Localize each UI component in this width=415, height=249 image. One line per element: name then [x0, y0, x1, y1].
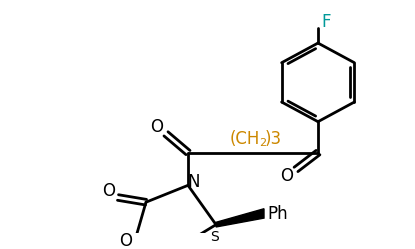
- Text: 2: 2: [259, 138, 266, 148]
- Text: N: N: [188, 173, 200, 190]
- Text: S: S: [210, 230, 218, 244]
- Text: Ph: Ph: [268, 205, 288, 223]
- Text: (CH: (CH: [230, 130, 260, 148]
- Text: O: O: [103, 182, 115, 200]
- Text: O: O: [281, 167, 293, 185]
- Text: )3: )3: [264, 130, 281, 148]
- Text: O: O: [120, 233, 132, 249]
- Polygon shape: [216, 209, 264, 227]
- Text: O: O: [151, 118, 164, 136]
- Text: F: F: [321, 12, 331, 31]
